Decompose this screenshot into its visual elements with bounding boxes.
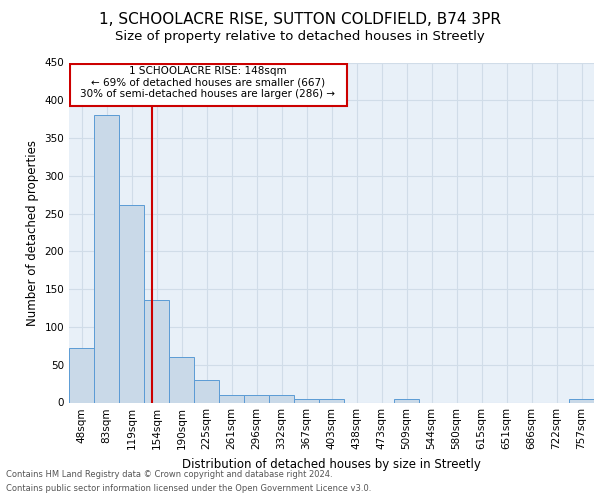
Bar (144, 300, 169, 403)
Bar (269, 395, 294, 402)
Text: ← 69% of detached houses are smaller (667): ← 69% of detached houses are smaller (66… (91, 77, 325, 87)
Bar (194, 380, 219, 402)
Text: 1, SCHOOLACRE RISE, SUTTON COLDFIELD, B74 3PR: 1, SCHOOLACRE RISE, SUTTON COLDFIELD, B7… (99, 12, 501, 28)
Bar (319, 398, 344, 402)
Bar (244, 395, 269, 402)
Bar (69, 348, 94, 403)
X-axis label: Distribution of detached houses by size in Streetly: Distribution of detached houses by size … (182, 458, 481, 471)
Bar (70, 64, 347, 106)
Bar (169, 357, 194, 403)
Bar (119, 204, 144, 402)
Bar (94, 116, 119, 403)
Bar (219, 395, 244, 402)
Text: 1 SCHOOLACRE RISE: 148sqm: 1 SCHOOLACRE RISE: 148sqm (129, 66, 287, 76)
Text: Contains public sector information licensed under the Open Government Licence v3: Contains public sector information licen… (6, 484, 371, 493)
Bar (294, 398, 319, 402)
Bar (394, 398, 419, 402)
Text: Contains HM Land Registry data © Crown copyright and database right 2024.: Contains HM Land Registry data © Crown c… (6, 470, 332, 479)
Y-axis label: Number of detached properties: Number of detached properties (26, 140, 39, 326)
Text: 30% of semi-detached houses are larger (286) →: 30% of semi-detached houses are larger (… (80, 89, 335, 99)
Bar (569, 398, 594, 402)
Text: Size of property relative to detached houses in Streetly: Size of property relative to detached ho… (115, 30, 485, 43)
